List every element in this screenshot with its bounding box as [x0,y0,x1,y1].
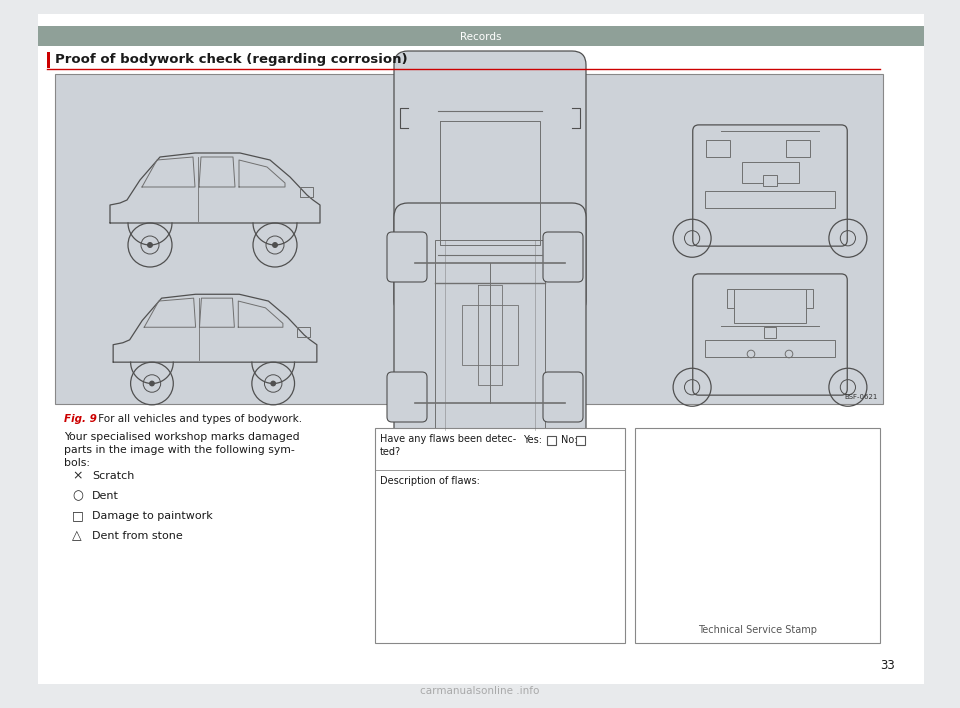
Text: Technical Service Stamp: Technical Service Stamp [698,625,817,635]
Bar [706,190,834,208]
Bar [728,290,748,309]
Text: Damage to paintwork: Damage to paintwork [92,511,213,521]
Text: Yes:: Yes: [523,435,542,445]
Bar [375,428,625,643]
Bar [707,140,731,157]
Circle shape [271,381,276,387]
Bar [47,52,50,68]
FancyBboxPatch shape [394,203,586,467]
Bar [792,290,813,309]
Text: Dent: Dent [92,491,119,501]
Bar [733,290,806,323]
Text: △: △ [72,530,82,542]
FancyBboxPatch shape [693,274,848,395]
Text: Records: Records [460,31,502,42]
FancyBboxPatch shape [387,372,427,422]
Bar [706,340,834,357]
Bar [55,74,883,404]
Text: Proof of bodywork check (regarding corrosion): Proof of bodywork check (regarding corro… [55,54,408,67]
Text: parts in the image with the following sym-: parts in the image with the following sy… [64,445,295,455]
Text: Your specialised workshop marks damaged: Your specialised workshop marks damaged [64,432,300,442]
Text: Description of flaws:: Description of flaws: [380,476,480,486]
Circle shape [149,381,155,387]
Bar [38,26,924,46]
Bar [741,162,799,183]
Text: ○: ○ [72,489,83,503]
FancyBboxPatch shape [543,232,583,282]
Bar [462,305,518,365]
Text: bols:: bols: [64,458,90,468]
Bar [576,436,585,445]
Circle shape [147,242,153,248]
Text: carmanualsonline .info: carmanualsonline .info [420,686,540,696]
Text: Fig. 9: Fig. 9 [64,414,97,424]
Text: ×: × [72,469,83,482]
FancyBboxPatch shape [543,372,583,422]
Bar [764,327,776,338]
Text: Dent from stone: Dent from stone [92,531,182,541]
Text: 33: 33 [880,659,895,672]
Circle shape [272,242,278,248]
Text: BSF-0621: BSF-0621 [845,394,878,400]
Text: □: □ [72,510,84,523]
Bar [435,240,545,430]
Bar [547,436,556,445]
Text: No:: No: [561,435,578,445]
Text: ted?: ted? [380,447,401,457]
Text: Have any flaws been detec-: Have any flaws been detec- [380,434,516,444]
Bar [635,428,880,643]
Text: For all vehicles and types of bodywork.: For all vehicles and types of bodywork. [95,414,302,424]
Bar [786,140,810,157]
FancyBboxPatch shape [387,232,427,282]
FancyBboxPatch shape [394,51,586,315]
FancyBboxPatch shape [693,125,848,246]
Text: Scratch: Scratch [92,471,134,481]
Bar [763,175,777,186]
